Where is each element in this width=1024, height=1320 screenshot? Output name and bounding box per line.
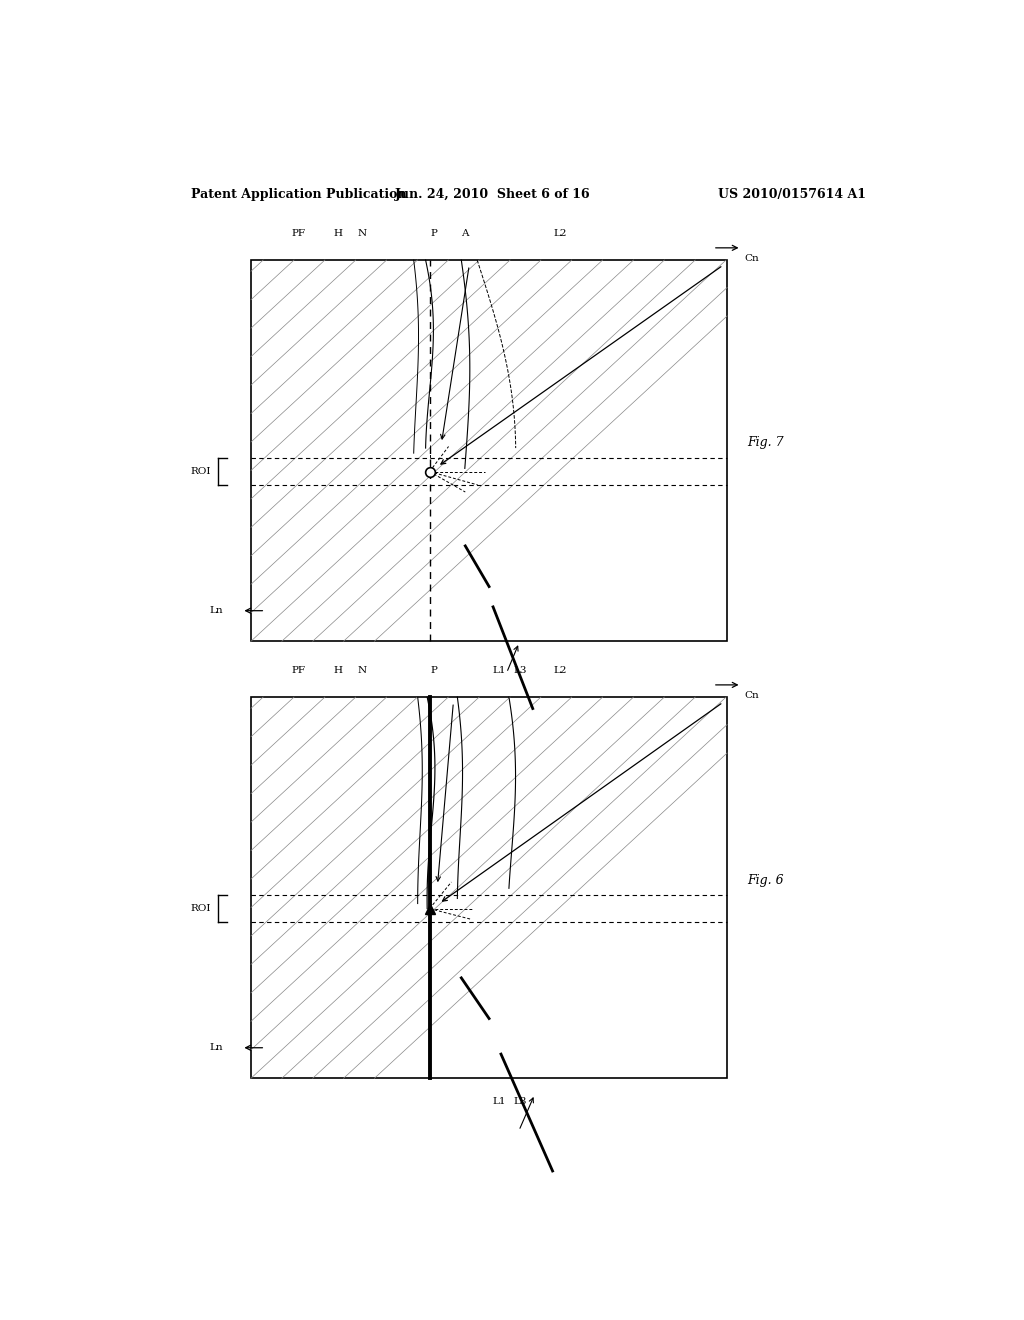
Text: Fig. 7: Fig. 7: [748, 437, 783, 450]
Text: US 2010/0157614 A1: US 2010/0157614 A1: [718, 189, 866, 202]
Text: L2: L2: [554, 228, 567, 238]
Text: Jun. 24, 2010  Sheet 6 of 16: Jun. 24, 2010 Sheet 6 of 16: [395, 189, 591, 202]
Text: H: H: [334, 665, 343, 675]
Bar: [251, 260, 727, 642]
Text: H: H: [334, 228, 343, 238]
Text: L1: L1: [493, 1097, 506, 1106]
Bar: [251, 697, 727, 1078]
Text: P: P: [430, 228, 437, 238]
Text: Ln: Ln: [210, 1043, 223, 1052]
Text: Ln: Ln: [210, 606, 223, 615]
Text: L1: L1: [493, 665, 506, 675]
Text: PF: PF: [292, 665, 305, 675]
Text: L3: L3: [513, 665, 526, 675]
Text: ROI: ROI: [190, 904, 211, 913]
Text: L2: L2: [554, 665, 567, 675]
Text: ROI: ROI: [190, 467, 211, 477]
Text: L3: L3: [513, 1097, 526, 1106]
Text: P: P: [430, 665, 437, 675]
Text: PF: PF: [292, 228, 305, 238]
Text: N: N: [357, 665, 367, 675]
Text: Fig. 6: Fig. 6: [748, 874, 783, 887]
Text: A: A: [462, 228, 469, 238]
Text: Cn: Cn: [744, 253, 760, 263]
Text: Patent Application Publication: Patent Application Publication: [191, 189, 407, 202]
Text: Cn: Cn: [744, 690, 760, 700]
Text: N: N: [357, 228, 367, 238]
